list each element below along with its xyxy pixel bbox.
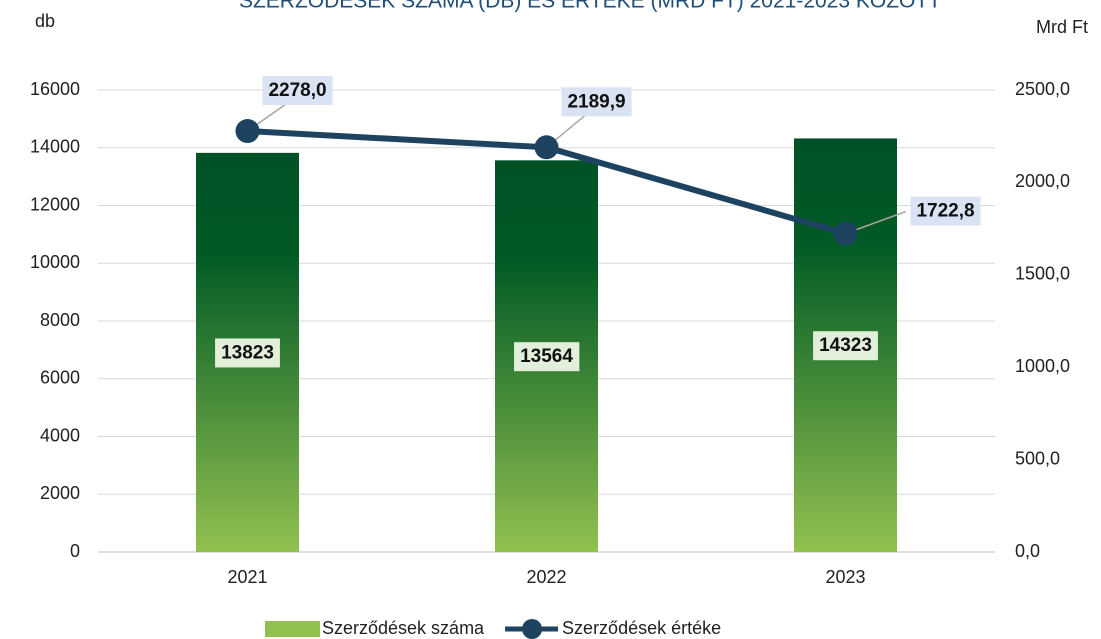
y2-tick-label: 2500,0 xyxy=(1015,79,1070,99)
legend-label: Szerződések száma xyxy=(322,618,485,638)
y2-axis-label: Mrd Ft xyxy=(1036,17,1088,37)
data-label-box xyxy=(215,338,280,368)
y2-tick-label: 1500,0 xyxy=(1015,264,1070,284)
x-tick-label: 2022 xyxy=(526,567,566,587)
data-label-box xyxy=(813,331,878,361)
y-tick-label: 0 xyxy=(70,541,80,561)
chart-title: SZERZŐDÉSEK SZÁMA (DB) ÉS ÉRTÉKE (MRD FT… xyxy=(239,0,941,13)
bar-data-label: 13564 xyxy=(520,346,573,367)
y-axis-label: db xyxy=(35,11,55,31)
y-tick-label: 8000 xyxy=(40,310,80,330)
data-label-box xyxy=(910,196,981,226)
legend-marker xyxy=(522,619,543,639)
y-tick-label: 12000 xyxy=(30,194,80,214)
line-data-label: 1722,8 xyxy=(916,201,974,222)
data-label-box xyxy=(514,342,580,372)
legend-swatch xyxy=(265,621,320,637)
y-tick-label: 10000 xyxy=(30,252,80,272)
bar-data-label: 14323 xyxy=(819,335,872,356)
y2-tick-label: 0,0 xyxy=(1015,541,1040,561)
x-tick-label: 2023 xyxy=(825,567,865,587)
line-data-label: 2278,0 xyxy=(268,80,326,101)
line-data-label: 2189,9 xyxy=(567,91,625,112)
data-label-box xyxy=(561,87,632,117)
line-marker xyxy=(534,135,559,160)
legend-label: Szerződések értéke xyxy=(562,618,721,638)
y-tick-label: 4000 xyxy=(40,425,80,445)
x-tick-label: 2021 xyxy=(227,567,267,587)
y2-tick-label: 2000,0 xyxy=(1015,171,1070,191)
y-tick-label: 2000 xyxy=(40,483,80,503)
y2-tick-label: 500,0 xyxy=(1015,448,1060,468)
y-tick-label: 6000 xyxy=(40,368,80,388)
y-tick-label: 16000 xyxy=(30,79,80,99)
data-label-box xyxy=(262,76,333,106)
line-marker xyxy=(235,119,260,144)
y2-tick-label: 1000,0 xyxy=(1015,356,1070,376)
bar-data-label: 13823 xyxy=(221,342,274,363)
y-tick-label: 14000 xyxy=(30,137,80,157)
line-marker xyxy=(833,221,858,246)
